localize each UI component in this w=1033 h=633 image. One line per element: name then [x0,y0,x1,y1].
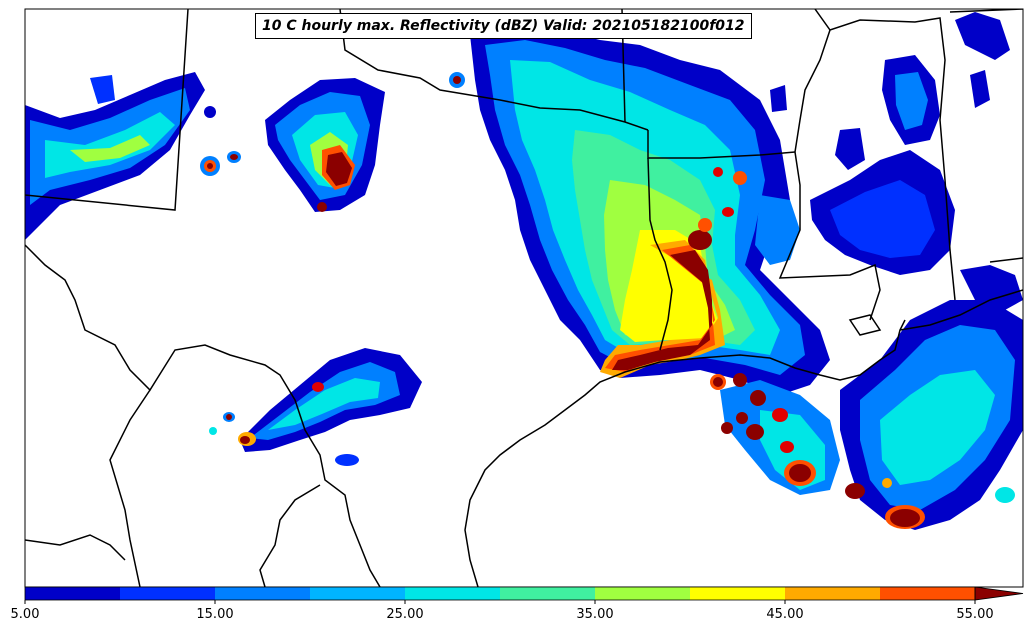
coastline [464,289,1023,587]
colorbar-tick-label: 25.00 [386,607,424,622]
colorbar [24,586,1024,604]
colorbar-tick-label: 55.00 [956,607,994,622]
colorbar-bin [500,587,596,600]
colorbar-frame [24,586,976,601]
country-boundary [25,244,381,587]
colorbar-bin [785,587,881,600]
echo-nw-cluster [25,72,241,240]
map-title: 10 C hourly max. Reflectivity (dBZ) Vali… [255,13,752,39]
colorbar-extend-arrow [974,586,1024,601]
colorbar-tick-label: 45.00 [766,607,804,622]
colorbar-bin [595,587,691,600]
colorbar-bin [690,587,786,600]
echo-north-texas-cluster [265,72,465,212]
colorbar-bin [310,587,406,600]
colorbar-bin [405,587,501,600]
colorbar-tick-label: 15.00 [196,607,234,622]
colorbar-bin [120,587,216,600]
colorbar-bin [215,587,311,600]
colorbar-bin [880,587,976,600]
colorbar-tick-label: 5.00 [10,607,40,622]
echo-west-texas-cluster [209,348,422,466]
colorbar-bin [25,587,121,600]
echo-northeast-region [755,12,1023,310]
echo-gulf-cells [710,300,1023,530]
colorbar-tick-label: 35.00 [576,607,614,622]
